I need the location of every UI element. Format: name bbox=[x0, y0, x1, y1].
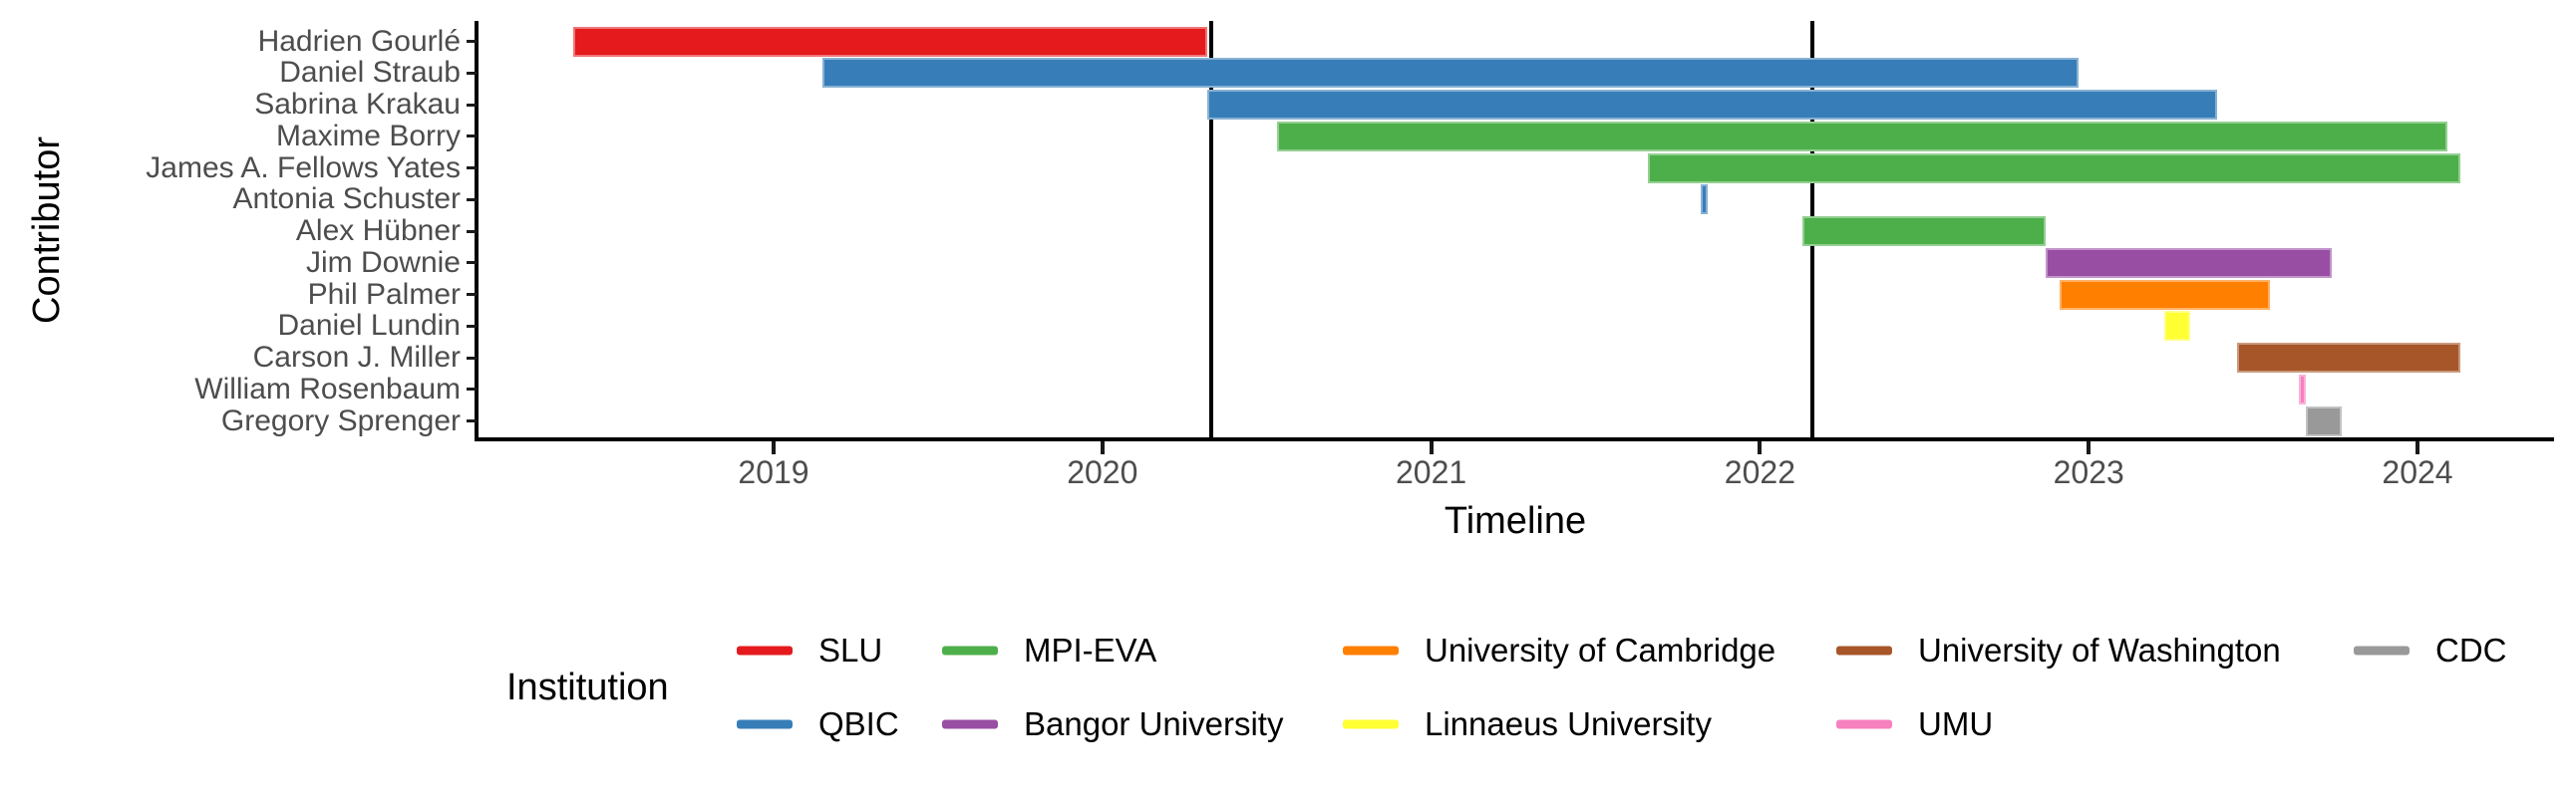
x-axis-tick bbox=[2415, 441, 2419, 454]
y-tick-label: Maxime Borry bbox=[275, 119, 461, 152]
gantt-bar bbox=[2046, 247, 2333, 278]
y-axis-title: Contributor bbox=[26, 136, 68, 324]
y-tick-label: Phil Palmer bbox=[307, 277, 461, 311]
legend-key-swatch bbox=[737, 646, 793, 656]
legend-label: Linnaeus University bbox=[1425, 705, 1712, 742]
legend-key-swatch bbox=[942, 646, 998, 656]
y-axis-tick bbox=[467, 197, 477, 201]
x-tick-label: 2020 bbox=[1067, 454, 1138, 490]
x-tick-label: 2023 bbox=[2053, 454, 2124, 490]
legend-label: SLU bbox=[818, 632, 883, 669]
gantt-bar bbox=[1276, 121, 2447, 151]
x-axis-tick bbox=[1100, 441, 1105, 454]
y-axis-tick bbox=[467, 324, 477, 328]
legend-key-swatch bbox=[737, 719, 793, 729]
y-axis-tick bbox=[467, 134, 477, 138]
y-tick-label: Jim Downie bbox=[305, 245, 461, 279]
y-tick-label: Antonia Schuster bbox=[232, 182, 461, 216]
legend-key-swatch bbox=[1343, 646, 1399, 656]
y-axis-tick bbox=[467, 166, 477, 169]
y-tick-label: Alex Hübner bbox=[295, 214, 461, 247]
gantt-bar bbox=[2236, 343, 2460, 373]
legend-key-swatch bbox=[1836, 646, 1892, 656]
gantt-bar bbox=[2299, 374, 2306, 404]
x-tick-label: 2022 bbox=[1724, 454, 1795, 490]
gantt-bar bbox=[572, 26, 1208, 57]
legend-key-swatch bbox=[942, 719, 998, 729]
y-tick-label: Carson J. Miller bbox=[252, 341, 461, 374]
y-tick-label: Gregory Sprenger bbox=[220, 403, 461, 437]
legend-label: MPI-EVA bbox=[1024, 632, 1157, 669]
gantt-bar bbox=[1207, 90, 2217, 120]
y-tick-label: Hadrien Gourlé bbox=[257, 24, 461, 58]
y-tick-label: Daniel Straub bbox=[279, 56, 461, 90]
legend-title: Institution bbox=[506, 667, 669, 708]
y-tick-label: William Rosenbaum bbox=[194, 372, 461, 405]
legend-label: University of Washington bbox=[1918, 632, 2281, 669]
y-axis-tick bbox=[467, 103, 477, 107]
gantt-bar bbox=[2059, 279, 2270, 310]
gantt-bar bbox=[2164, 311, 2191, 342]
x-axis-line bbox=[475, 437, 2554, 441]
legend-label: CDC bbox=[2435, 632, 2507, 669]
gantt-bar bbox=[1648, 152, 2460, 183]
legend-key-swatch bbox=[2354, 646, 2410, 656]
gantt-bar bbox=[1802, 216, 2047, 246]
x-tick-label: 2021 bbox=[1396, 454, 1467, 490]
legend-label: Bangor University bbox=[1024, 705, 1284, 742]
legend-key-swatch bbox=[1343, 719, 1399, 729]
y-axis-tick bbox=[467, 388, 477, 392]
gantt-bar bbox=[822, 58, 2080, 89]
y-axis-tick bbox=[467, 356, 477, 360]
y-axis-line bbox=[475, 21, 479, 441]
gantt-bar bbox=[2305, 405, 2343, 436]
vertical-reference-line bbox=[1208, 21, 1213, 439]
y-axis-tick bbox=[467, 229, 477, 233]
y-axis-tick bbox=[467, 419, 477, 422]
y-axis-tick bbox=[467, 293, 477, 296]
y-tick-label: James A. Fellows Yates bbox=[146, 150, 461, 184]
x-axis-tick bbox=[2087, 441, 2092, 454]
legend-label: QBIC bbox=[818, 705, 899, 742]
y-tick-label: Daniel Lundin bbox=[277, 309, 461, 343]
x-tick-label: 2024 bbox=[2382, 454, 2453, 490]
x-axis-tick bbox=[1429, 441, 1434, 454]
x-tick-label: 2019 bbox=[738, 454, 809, 490]
y-axis-tick bbox=[467, 261, 477, 265]
legend-key-swatch bbox=[1836, 719, 1892, 729]
x-axis-tick bbox=[772, 441, 776, 454]
y-tick-label: Sabrina Krakau bbox=[254, 88, 461, 121]
gantt-bar bbox=[1701, 184, 1708, 215]
y-axis-tick bbox=[467, 40, 477, 43]
y-axis-tick bbox=[467, 71, 477, 75]
legend-label: University of Cambridge bbox=[1425, 632, 1776, 669]
x-axis-title: Timeline bbox=[1444, 500, 1587, 542]
legend-label: UMU bbox=[1918, 705, 1994, 742]
x-axis-tick bbox=[1758, 441, 1763, 454]
